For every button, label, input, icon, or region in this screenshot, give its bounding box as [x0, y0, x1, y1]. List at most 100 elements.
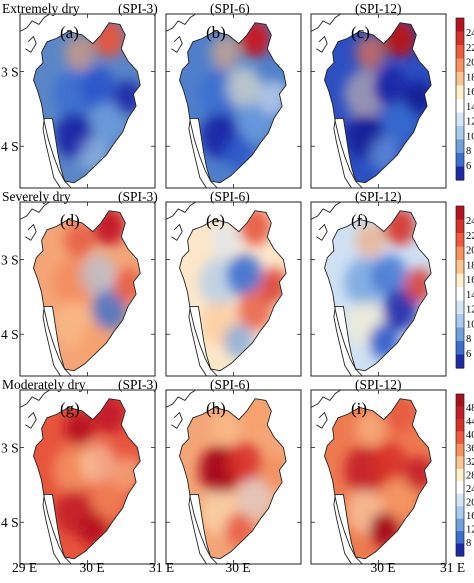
country-border	[33, 398, 141, 560]
frequency-blob	[226, 66, 263, 108]
colorbar: 24 22 20 18 16 14 12 10 8 6	[455, 205, 474, 369]
colorbar-tick-label: 6	[466, 161, 471, 172]
colorbar-swatch	[456, 139, 464, 154]
frequency-blob	[64, 222, 95, 258]
colorbar-swatch	[456, 233, 464, 248]
colorbar-tick-label: 8	[466, 334, 471, 345]
frequency-blob	[210, 410, 241, 446]
spi-field	[53, 210, 141, 359]
axis-ticks	[310, 14, 447, 188]
map-panel: (d) (SPI-3)	[19, 189, 158, 377]
spi-title: (SPI-12)	[355, 189, 402, 204]
colorbar-swatch	[456, 341, 464, 356]
panel-letter: (h)	[206, 399, 226, 418]
coastline	[310, 389, 341, 408]
spi-title: (SPI-3)	[118, 1, 158, 16]
colorbar-tick-label: 36	[466, 444, 474, 455]
panel-letter: (g)	[60, 399, 80, 418]
frequency-blob	[404, 456, 432, 491]
colorbar-swatch	[456, 31, 464, 46]
coastline	[25, 223, 37, 241]
colorbar-tick-label: 18	[466, 72, 474, 83]
frequency-blob	[382, 289, 418, 331]
colorbar-swatch	[456, 126, 464, 141]
row-label: Extremely dry	[2, 1, 80, 16]
colorbar-frame	[455, 205, 465, 369]
frequency-blob	[237, 289, 273, 331]
axis-ticks	[19, 202, 156, 376]
frequency-blob	[78, 135, 108, 171]
colorbar-tick-label: 16	[466, 511, 474, 522]
frequency-blob	[369, 135, 399, 171]
colorbar: 24 22 20 18 16 14 12 10 8 6	[455, 17, 474, 181]
frequency-blob	[371, 66, 408, 108]
frequency-blob	[210, 34, 241, 70]
colorbar-swatch	[456, 418, 464, 432]
map-panel: (a) (SPI-3)	[19, 1, 158, 189]
panel-letter: (i)	[351, 399, 367, 418]
colorbar-tick-label: 12	[466, 117, 474, 128]
map-panel: (c) (SPI-12)	[310, 1, 447, 189]
frequency-blob	[113, 456, 141, 491]
colorbar-swatch	[456, 166, 464, 181]
frequency-blob	[404, 80, 432, 115]
longitude-label: 31 E	[149, 560, 174, 575]
frequency-blob	[259, 268, 287, 303]
colorbar-tick-label: 14	[466, 290, 474, 301]
country-border	[179, 398, 287, 560]
country-border	[324, 398, 432, 560]
latitude-label: 3 S	[1, 440, 19, 455]
longitude-label: 30 E	[371, 560, 396, 575]
frequency-blob	[64, 34, 95, 70]
colorbar-swatch	[456, 45, 464, 60]
coastline	[171, 223, 183, 241]
country-border	[33, 210, 141, 372]
colorbar-swatch	[456, 443, 464, 457]
frequency-blob	[64, 410, 95, 446]
colorbar-tick-label: 20	[466, 246, 474, 257]
frequency-blob	[224, 323, 254, 359]
colorbar-swatch	[456, 18, 464, 33]
frequency-blob	[369, 511, 399, 547]
frequency-blob	[237, 477, 273, 519]
colorbar-tick-label: 24	[466, 28, 474, 39]
map-panel: (i) (SPI-12)	[310, 377, 447, 565]
colorbar-swatch	[456, 72, 464, 87]
colorbar-swatch	[456, 493, 464, 507]
colorbar-swatch	[456, 327, 464, 342]
frequency-blob	[78, 511, 108, 547]
frequency-blob	[91, 289, 127, 331]
colorbar-tick-label: 16	[466, 87, 474, 98]
colorbar-swatch	[456, 260, 464, 275]
colorbar-tick-label: 48	[466, 403, 474, 414]
map-panels: (a) (SPI-3) (b) (SPI-6) (c) (SPI-12) (d) (SPI-3…	[19, 1, 447, 565]
colorbar-swatch	[456, 273, 464, 288]
spi-title: (SPI-12)	[355, 1, 402, 16]
colorbar-swatch	[456, 58, 464, 73]
longitude-label: 31 E	[440, 560, 465, 575]
spi-title: (SPI-6)	[210, 189, 250, 204]
map-panel: (g) (SPI-3)	[19, 377, 158, 565]
panel-letter: (f)	[351, 211, 368, 230]
colorbar-tick-label: 10	[466, 319, 474, 330]
colorbar-tick-label: 6	[466, 349, 471, 360]
coastline	[316, 223, 328, 241]
colorbar-tick-label: 12	[466, 305, 474, 316]
coastline	[25, 35, 37, 53]
colorbar-swatch	[456, 314, 464, 329]
coastline	[19, 13, 50, 32]
colorbar-swatch	[456, 468, 464, 482]
country-border	[179, 210, 287, 372]
colorbar-swatch	[456, 506, 464, 520]
panel-letter: (b)	[206, 23, 226, 42]
colorbar-frame	[455, 17, 465, 181]
frequency-blob	[355, 410, 386, 446]
coastline	[19, 389, 50, 408]
axis-ticks	[19, 390, 156, 564]
frequency-blob	[371, 442, 408, 484]
spi-title: (SPI-3)	[118, 189, 158, 204]
colorbar-swatch	[456, 354, 464, 369]
colorbar-tick-label: 22	[466, 43, 474, 54]
latitude-label: 3 S	[1, 252, 19, 267]
frequency-blob	[404, 268, 432, 303]
